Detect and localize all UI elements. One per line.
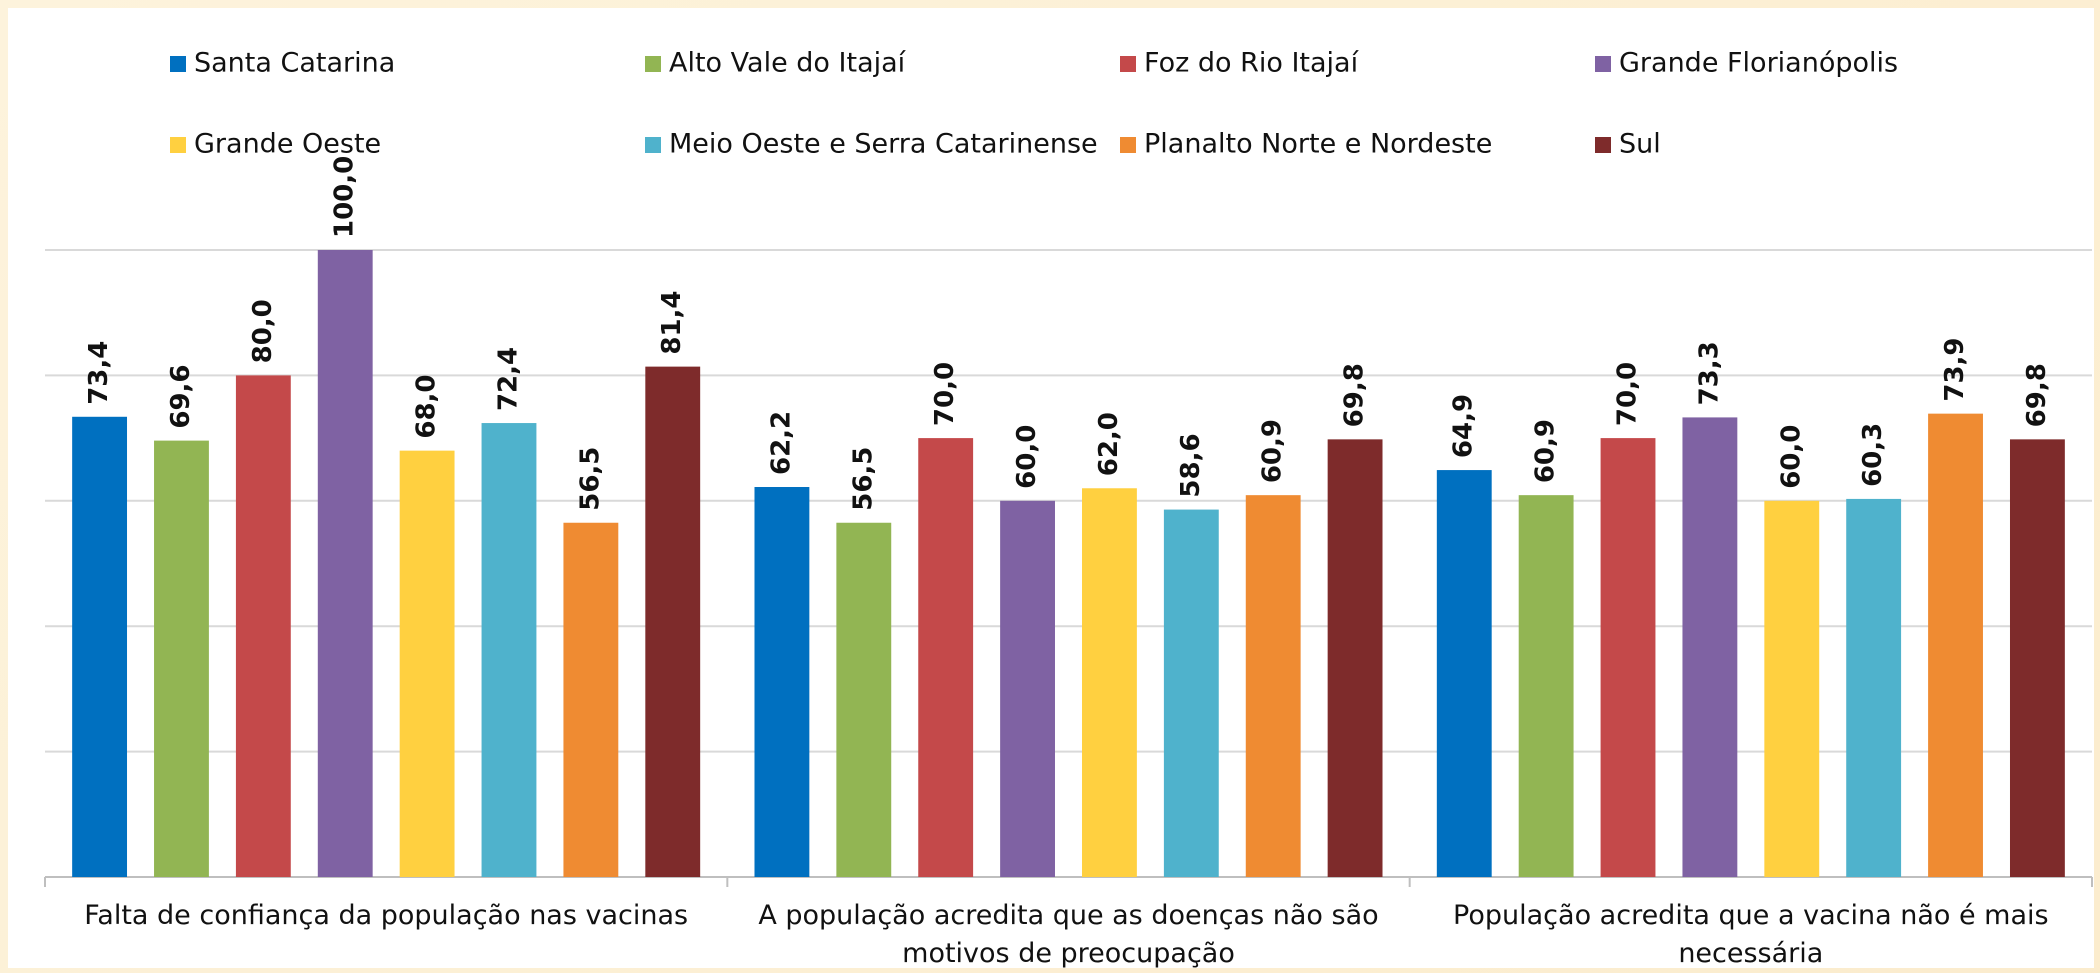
legend-label: Grande Oeste bbox=[194, 129, 381, 160]
bar bbox=[399, 450, 455, 877]
data-label: 60,9 bbox=[1258, 419, 1288, 483]
bar bbox=[72, 416, 128, 877]
x-tick-label: A população acredita que as doenças não … bbox=[758, 900, 1379, 969]
legend-swatch bbox=[1120, 137, 1136, 153]
bar bbox=[1846, 498, 1902, 877]
data-label: 80,0 bbox=[248, 299, 278, 363]
data-label: 70,0 bbox=[1613, 362, 1643, 426]
data-label: 69,8 bbox=[2022, 363, 2052, 427]
legend-swatch bbox=[170, 56, 186, 72]
bar bbox=[1082, 488, 1137, 877]
bar bbox=[154, 440, 209, 877]
data-label: 58,6 bbox=[1176, 433, 1206, 497]
legend-swatch bbox=[1595, 56, 1611, 72]
legend-label: Foz do Rio Itajaí bbox=[1144, 48, 1360, 79]
legend-label: Planalto Norte e Nordeste bbox=[1144, 129, 1492, 160]
data-label: 64,9 bbox=[1449, 394, 1479, 458]
data-label: 60,0 bbox=[1012, 425, 1042, 489]
bar bbox=[481, 423, 537, 877]
x-tick-label: População acredita que a vacina não é ma… bbox=[1453, 900, 2049, 969]
legend-label: Sul bbox=[1619, 129, 1661, 160]
bar bbox=[1682, 417, 1738, 877]
legend-swatch bbox=[1595, 137, 1611, 153]
data-label: 62,2 bbox=[766, 411, 796, 475]
legend-swatch bbox=[645, 137, 661, 153]
data-label: 69,8 bbox=[1340, 363, 1370, 427]
bar bbox=[1327, 439, 1383, 877]
bar bbox=[2009, 439, 2065, 877]
bar bbox=[836, 522, 892, 877]
bar bbox=[1518, 495, 1574, 877]
data-label: 100,0 bbox=[330, 156, 360, 238]
data-label: 68,0 bbox=[412, 374, 442, 438]
data-label: 73,3 bbox=[1694, 341, 1724, 405]
legend-swatch bbox=[170, 137, 186, 153]
data-label: 69,6 bbox=[166, 364, 196, 428]
legend-label: Meio Oeste e Serra Catarinense bbox=[669, 129, 1098, 160]
data-label: 73,4 bbox=[84, 341, 114, 405]
data-label: 73,9 bbox=[1940, 337, 1970, 401]
bar bbox=[1000, 500, 1055, 877]
legend-swatch bbox=[645, 56, 661, 72]
data-label: 70,0 bbox=[930, 362, 960, 426]
data-label: 56,5 bbox=[848, 447, 878, 511]
data-label: 60,0 bbox=[1776, 425, 1806, 489]
bar bbox=[1928, 413, 1983, 877]
x-tick-label: Falta de confiança da população nas vaci… bbox=[84, 900, 689, 931]
data-label: 56,5 bbox=[575, 447, 605, 511]
bar bbox=[1163, 509, 1219, 877]
legend-label: Santa Catarina bbox=[194, 48, 395, 79]
legend-label: Grande Florianópolis bbox=[1619, 48, 1898, 79]
legend-label: Alto Vale do Itajaí bbox=[669, 48, 907, 79]
data-label: 60,3 bbox=[1858, 423, 1888, 487]
bar bbox=[235, 375, 291, 877]
bar bbox=[754, 487, 810, 877]
bar bbox=[1436, 470, 1492, 877]
data-label: 62,0 bbox=[1094, 412, 1124, 476]
bar bbox=[1245, 495, 1301, 877]
data-label: 60,9 bbox=[1531, 419, 1561, 483]
bar bbox=[918, 438, 974, 877]
data-label: 81,4 bbox=[657, 290, 687, 354]
legend-swatch bbox=[1120, 56, 1136, 72]
data-label: 72,4 bbox=[493, 347, 523, 411]
bar bbox=[1764, 500, 1820, 877]
bar bbox=[645, 366, 701, 877]
bar bbox=[1600, 438, 1656, 877]
bar bbox=[563, 522, 619, 877]
bar bbox=[317, 250, 373, 877]
